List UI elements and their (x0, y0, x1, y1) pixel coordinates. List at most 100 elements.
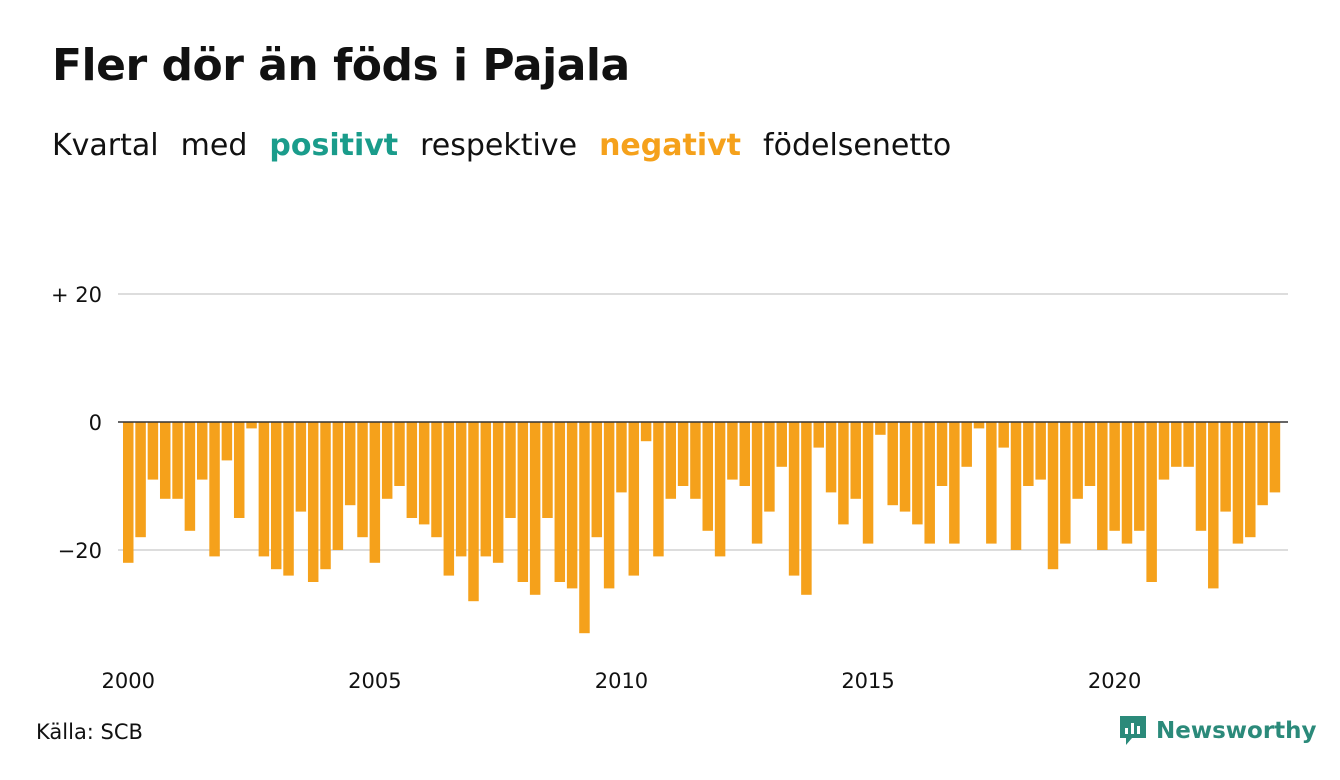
bar (406, 422, 418, 518)
bar (776, 422, 787, 467)
bar (332, 422, 344, 550)
bar (1257, 422, 1268, 506)
bar (1121, 422, 1133, 544)
bar (653, 422, 664, 557)
bar (431, 422, 442, 538)
bar (566, 422, 578, 589)
bar (616, 422, 627, 493)
x-tick-label: 2000 (102, 669, 155, 693)
bar (998, 422, 1009, 448)
bar (159, 422, 171, 499)
bar (862, 422, 874, 544)
bar (394, 422, 405, 486)
bar (1232, 422, 1244, 544)
bar (1084, 422, 1096, 486)
bar (1245, 422, 1256, 538)
bar (702, 422, 714, 531)
bar (813, 422, 824, 448)
bar (283, 422, 294, 576)
x-tick-label: 2020 (1088, 669, 1141, 693)
bar (1035, 422, 1046, 480)
bar (1060, 422, 1071, 544)
bar (1195, 422, 1207, 531)
bar (628, 422, 640, 576)
logo-text: Newsworthy (1156, 718, 1317, 744)
bar (1109, 422, 1120, 531)
bar (554, 422, 566, 582)
bar (949, 422, 960, 544)
bar (233, 422, 245, 518)
bar (591, 422, 603, 538)
bar (468, 422, 479, 602)
bar (1097, 422, 1108, 550)
bar (714, 422, 726, 557)
bar (123, 422, 134, 563)
subtitle-word-med: med (180, 128, 248, 163)
bar (936, 422, 948, 486)
source-label: Källa: SCB (36, 720, 143, 744)
bar (357, 422, 368, 538)
y-tick-label: −20 (58, 539, 102, 563)
bar (875, 422, 886, 435)
bar (344, 422, 356, 506)
bar (246, 422, 257, 429)
bar (973, 422, 985, 429)
bar (899, 422, 911, 512)
bar (603, 422, 615, 589)
newsworthy-logo: Newsworthy (1118, 714, 1317, 748)
bar (986, 422, 997, 544)
bar (418, 422, 430, 525)
bar (455, 422, 467, 557)
x-tick-label: 2010 (595, 669, 648, 693)
bar (381, 422, 393, 499)
bar (1146, 422, 1157, 582)
subtitle-negative: negativt (599, 128, 742, 163)
bar (209, 422, 220, 557)
y-tick-label: + 20 (51, 283, 102, 307)
bar (147, 422, 159, 480)
bar (924, 422, 935, 544)
bar (184, 422, 196, 531)
bar (665, 422, 677, 499)
bar (850, 422, 861, 499)
bar (1023, 422, 1034, 486)
bar (258, 422, 270, 557)
bar (542, 422, 553, 518)
bar (369, 422, 381, 563)
bar (801, 422, 812, 595)
bar (135, 422, 146, 538)
bar (320, 422, 331, 570)
bar (1010, 422, 1022, 550)
y-tick-label: 0 (89, 411, 102, 435)
bar (172, 422, 183, 499)
x-tick-label: 2005 (348, 669, 401, 693)
bar (640, 422, 652, 442)
bar (505, 422, 516, 518)
subtitle-word-kvartal: Kvartal (52, 128, 159, 163)
bar (727, 422, 738, 480)
bar (764, 422, 775, 512)
bar (579, 422, 590, 634)
bar (1208, 422, 1219, 589)
bar (221, 422, 233, 461)
chart-subtitle: Kvartal med positivt respektive negativt föde… (52, 128, 951, 163)
bar (825, 422, 837, 493)
bar (1183, 422, 1194, 467)
bar (1171, 422, 1182, 467)
bar (1072, 422, 1083, 499)
bar (270, 422, 282, 570)
chart-title: Fler dör än föds i Pajala (52, 40, 630, 91)
bar (1134, 422, 1145, 531)
bar (1047, 422, 1059, 570)
bar (529, 422, 541, 595)
bar (517, 422, 529, 582)
bar (443, 422, 455, 576)
bar (1158, 422, 1170, 480)
bar (887, 422, 898, 506)
bar (295, 422, 307, 512)
subtitle-word-fodelsenetto: födelsenetto (763, 128, 952, 163)
bar (912, 422, 923, 525)
bar (838, 422, 849, 525)
subtitle-positive: positivt (269, 128, 399, 163)
